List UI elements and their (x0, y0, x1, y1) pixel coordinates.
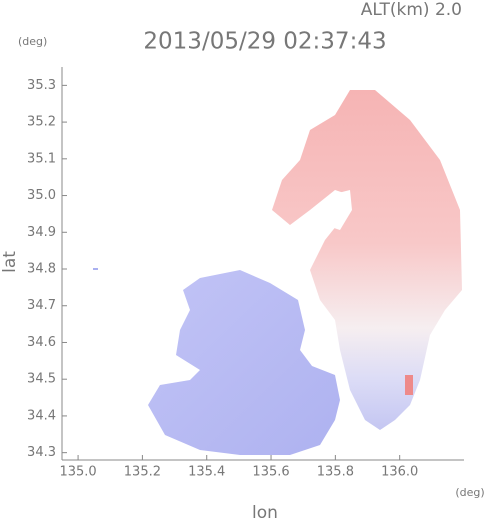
y-tick-label: 34.4 (27, 408, 56, 423)
y-unit: (deg) (18, 35, 47, 48)
x-tick-label: 136.0 (381, 465, 418, 480)
chart-title: 2013/05/29 02:37:43 (143, 29, 386, 55)
negative-velocity-region (148, 270, 340, 455)
radar-field (93, 90, 462, 455)
echo-gap (325, 190, 352, 230)
speck (93, 268, 98, 270)
y-tick-label: 35.0 (27, 188, 56, 203)
strong-echo (405, 375, 413, 395)
x-tick-label: 135.8 (317, 465, 354, 480)
y-tick-label: 35.1 (27, 151, 56, 166)
x-tick-label: 135.4 (188, 465, 225, 480)
y-tick-label: 35.3 (27, 78, 56, 93)
subtitle: ALT(km) 2.0 (361, 0, 462, 20)
y-tick-label: 34.3 (27, 445, 56, 460)
x-unit: (deg) (455, 486, 484, 499)
x-axis-label: lon (252, 503, 278, 521)
y-tick-label: 34.9 (27, 225, 56, 240)
y-tick-label: 34.6 (27, 335, 56, 350)
plot-frame (61, 67, 464, 461)
x-tick-label: 135.2 (124, 465, 161, 480)
y-tick-label: 34.8 (27, 262, 56, 277)
y-tick-label: 35.2 (27, 115, 56, 130)
x-tick-label: 135.0 (59, 465, 96, 480)
y-tick-label: 34.7 (27, 298, 56, 313)
x-tick-label: 135.6 (252, 465, 289, 480)
positive-velocity-region (272, 90, 462, 430)
y-axis-label: lat (0, 251, 20, 273)
y-tick-label: 34.5 (27, 372, 56, 387)
